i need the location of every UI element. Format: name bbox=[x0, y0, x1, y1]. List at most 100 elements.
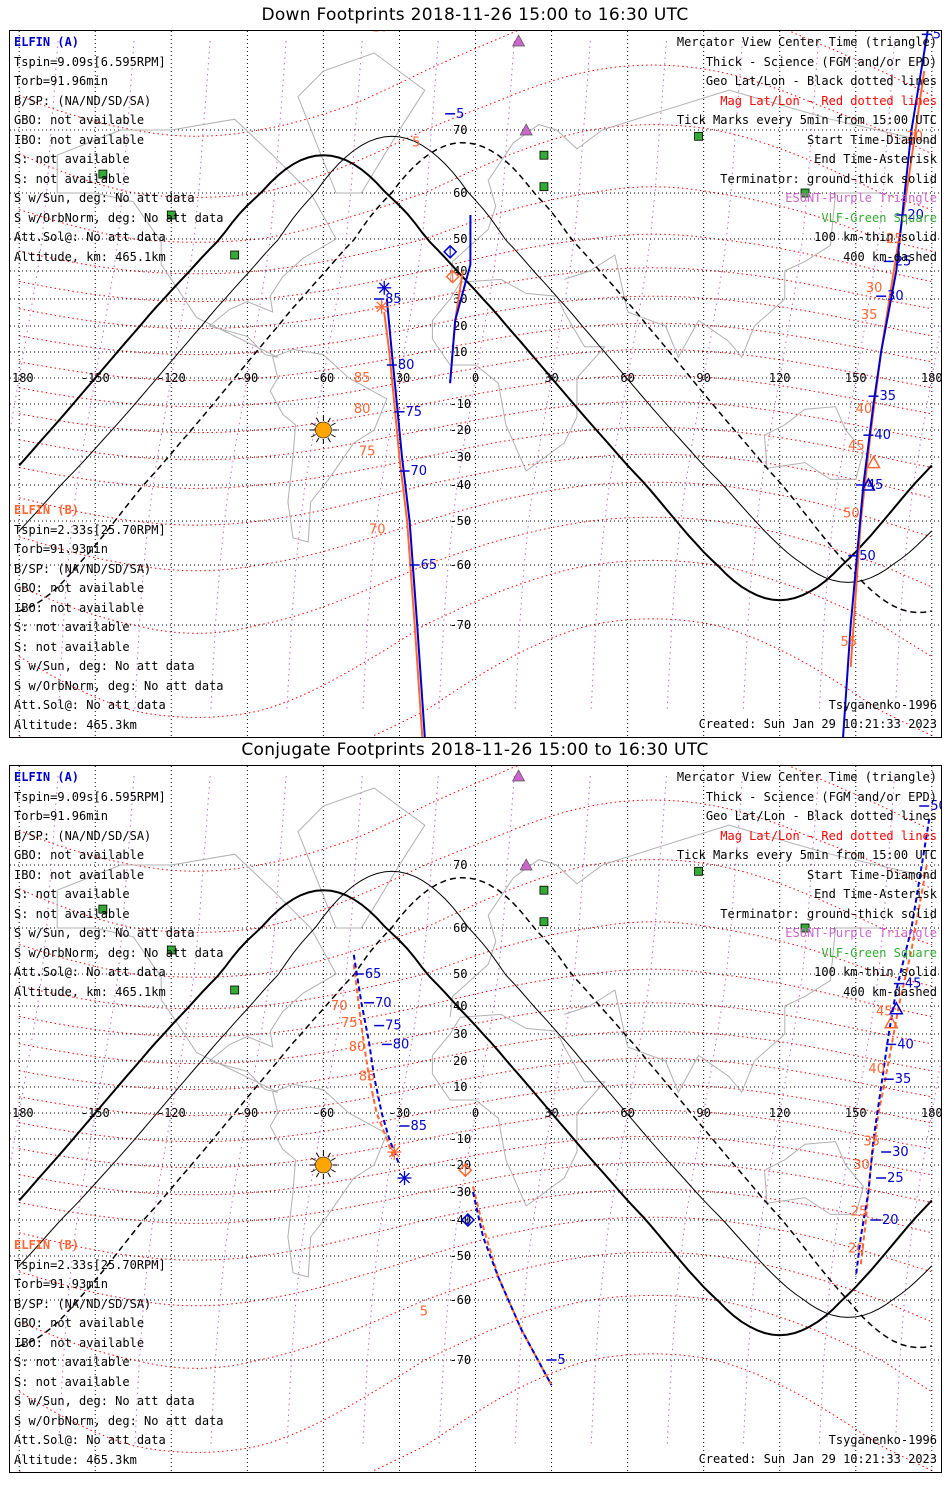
elfin-b-tick-label: 85 bbox=[354, 371, 371, 386]
elfin-b-tick-label: 45 bbox=[876, 1005, 893, 1020]
lat-tick-label: 50 bbox=[453, 232, 467, 246]
sat-a-s1: S: not available bbox=[14, 152, 130, 166]
legend-400km: 400 km-dashed bbox=[843, 984, 937, 999]
lon-tick-label: 180 bbox=[921, 1106, 941, 1120]
lon-tick-label: 90 bbox=[696, 1106, 710, 1120]
mag-lat-line bbox=[19, 921, 932, 1010]
lat-tick-label: -30 bbox=[449, 450, 471, 464]
elfin-b-tick-label: 45 bbox=[848, 439, 865, 454]
legend-geo: Geo Lat/Lon - Black dotted lines bbox=[705, 74, 937, 88]
sat-b-alt: Altitude: 465.3km bbox=[14, 717, 137, 732]
sun-disc bbox=[315, 421, 332, 439]
lon-tick-label: 150 bbox=[845, 1106, 867, 1120]
lat-tick-label: 40 bbox=[453, 999, 467, 1013]
legend-esont: ESONT-Purple Triangle bbox=[785, 191, 937, 205]
lat-tick-label: 50 bbox=[453, 967, 467, 981]
mag-lat-line bbox=[19, 481, 932, 572]
sat-a-bsp: B/SP: (NA/ND/SD/SA) bbox=[14, 93, 152, 108]
elfin-b-tick-label: 35 bbox=[863, 1135, 880, 1150]
elfin-a-tick-label: 75 bbox=[405, 405, 422, 420]
elfin-a-tick-label: 35 bbox=[895, 1072, 912, 1087]
sat-b-alt: Altitude: 465.3km bbox=[14, 1452, 137, 1467]
elfin-a-tick-label: 65 bbox=[365, 967, 382, 982]
elfin-a-track bbox=[842, 31, 929, 737]
sat-a-alt: Altitude, km: 465.1km bbox=[14, 984, 166, 999]
legend: Mercator View Center Time (triangle) Thi… bbox=[677, 33, 937, 267]
lat-tick-label: -70 bbox=[449, 618, 471, 632]
vlf-square bbox=[694, 866, 703, 876]
lon-tick-label: 0 bbox=[472, 371, 479, 385]
elfin-a-tick-label: 50 bbox=[859, 549, 876, 564]
vlf-square bbox=[694, 131, 703, 141]
vlf-square bbox=[539, 885, 549, 895]
lat-tick-label: 10 bbox=[453, 345, 467, 359]
elfin-b-tick-label: 10 bbox=[372, 31, 389, 36]
elfin-b-tick-label: 80 bbox=[349, 1040, 366, 1055]
mag-lat-line bbox=[19, 1109, 932, 1169]
elfin-a-tick-label: 40 bbox=[897, 1037, 914, 1052]
vlf-square bbox=[539, 917, 549, 927]
vlf-square bbox=[166, 210, 176, 220]
lat-tick-label: -10 bbox=[449, 1132, 471, 1146]
sat-a-s2: S: not available bbox=[14, 906, 130, 921]
elfin-b-track bbox=[383, 311, 424, 737]
lon-tick-label: -90 bbox=[237, 1106, 259, 1120]
mag-lat-line bbox=[19, 295, 932, 356]
elfin-b-tick-label: 30 bbox=[853, 1158, 870, 1173]
elfin-a-track bbox=[385, 298, 426, 737]
end-asterisk bbox=[397, 1171, 412, 1185]
elfin-b-tick-label: 50 bbox=[843, 506, 860, 521]
elfin-a-tick-label: 20 bbox=[907, 208, 924, 223]
mag-lat-line bbox=[19, 1002, 932, 1065]
coast-path bbox=[56, 118, 337, 358]
view-center-triangle bbox=[866, 455, 881, 469]
legend-view: Mercator View Center Time (triangle) bbox=[676, 35, 937, 49]
created-label: Created: Sun Jan 29 10:21:33 2023 bbox=[698, 1452, 937, 1466]
sun-ray bbox=[327, 1152, 331, 1158]
elfin-b-tick-label: 20 bbox=[848, 1241, 865, 1256]
sat-a-bsp: B/SP: (NA/ND/SD/SA) bbox=[14, 828, 152, 843]
esont-triangle bbox=[512, 769, 526, 782]
lat-tick-label: 30 bbox=[453, 1027, 467, 1041]
elfin-a-tick-label: 20 bbox=[882, 1213, 899, 1228]
elfin-a-track bbox=[854, 818, 931, 1278]
lon-tick-label: -180 bbox=[10, 371, 34, 385]
legend-ticks: Tick Marks every 5min from 15:00 UTC bbox=[676, 848, 937, 862]
sat-b-wsun: S w/Sun, deg: No att data bbox=[14, 659, 195, 673]
asterisk-stroke bbox=[378, 282, 390, 294]
lon-tick-label: -30 bbox=[389, 1106, 411, 1120]
elfin-b-tick-label: 20 bbox=[906, 129, 923, 144]
vlf-square bbox=[539, 150, 549, 160]
legend-vlf: VLF-Green Square bbox=[821, 945, 937, 960]
sat-b-torb: Torb=91.93min bbox=[14, 1277, 108, 1291]
sat-b-ibo: IBO: not available bbox=[14, 600, 145, 615]
terminator-400km bbox=[18, 141, 932, 614]
legend-thick: Thick - Science (FGM and/or EPD) bbox=[705, 789, 937, 804]
mag-lat-line bbox=[19, 1188, 932, 1261]
lat-tick-label: -20 bbox=[449, 423, 471, 437]
esont-triangle bbox=[519, 123, 533, 136]
sat-a-info: ELFIN (A) Tspin=9.09s[6.595RPM] Torb=91.… bbox=[14, 33, 224, 267]
sat-b-s1: S: not available bbox=[14, 620, 130, 634]
sun-disc bbox=[315, 1156, 332, 1174]
lat-tick-label: 60 bbox=[453, 921, 467, 935]
map-panel-down: -180-150-120-90-60-300306090120150180706… bbox=[9, 30, 942, 738]
elfin-a-tick-label: 50 bbox=[930, 799, 941, 814]
sun-ray bbox=[315, 437, 320, 443]
sun-ray bbox=[311, 422, 316, 426]
map-plot-conjugate: -180-150-120-90-60-300306090120150180706… bbox=[10, 766, 941, 1472]
legend-end: End Time-Asterisk bbox=[814, 152, 937, 166]
legend-mag: Mag Lat/Lon - Red dotted lines bbox=[720, 93, 937, 108]
sat-a-name: ELFIN (A) bbox=[14, 770, 80, 784]
sat-a-attsol: Att.Sol@: No att data bbox=[14, 230, 166, 244]
lon-tick-label: 0 bbox=[472, 1106, 479, 1120]
sat-a-alt: Altitude, km: 465.1km bbox=[14, 249, 166, 264]
mag-lat-line bbox=[19, 1216, 932, 1307]
sun-ray bbox=[327, 417, 331, 423]
sat-b-s2: S: not available bbox=[14, 639, 130, 654]
legend-esont: ESONT-Purple Triangle bbox=[785, 926, 937, 940]
legend-start: Start Time-Diamond bbox=[806, 132, 937, 147]
lon-tick-label: -60 bbox=[313, 1106, 335, 1120]
elfin-a-track bbox=[352, 954, 401, 1166]
lat-tick-label: -50 bbox=[449, 1249, 471, 1263]
